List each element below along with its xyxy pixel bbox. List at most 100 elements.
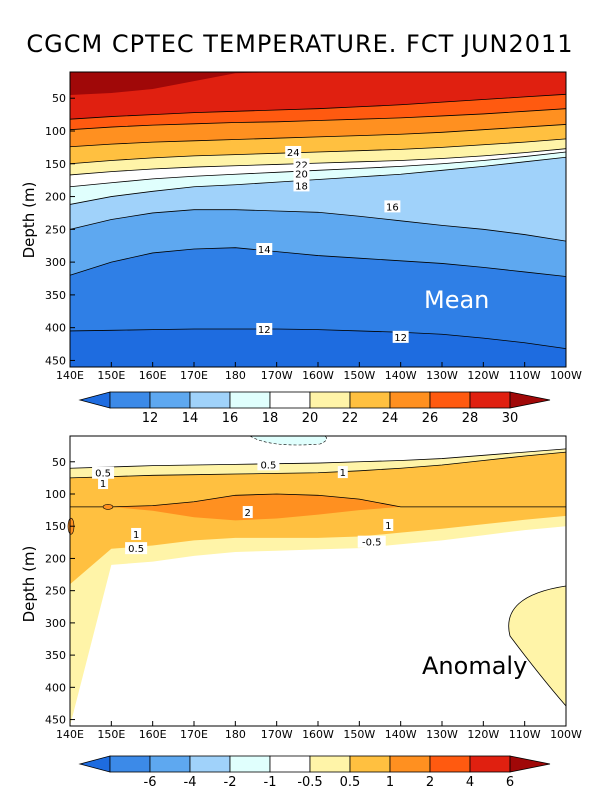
colorbar-swatch — [189, 755, 231, 773]
colorbar-high-arrow — [509, 755, 551, 773]
colorbar-label: 16 — [222, 411, 239, 426]
positive-anomaly-patch — [508, 585, 567, 708]
contour-label: 0.5 — [95, 469, 111, 480]
contour-label-bg — [131, 527, 142, 540]
contour-band-0-3 — [70, 157, 566, 242]
colorbar-label: -1 — [264, 775, 277, 790]
contour-label: 18 — [295, 181, 308, 192]
y-tick-label: 200 — [45, 191, 66, 204]
contour-band-0-10 — [70, 72, 566, 120]
contour-label: 0.5 — [260, 460, 276, 471]
colorbar-swatch — [389, 391, 431, 409]
colorbar-label: 30 — [502, 411, 519, 426]
contour-band-0-4 — [70, 151, 566, 205]
colorbar-label: 22 — [342, 411, 359, 426]
colorbar-label: 6 — [506, 775, 514, 790]
contour-label-bg — [293, 179, 310, 192]
colorbar-swatch — [469, 391, 511, 409]
contour-label-bg — [293, 158, 310, 171]
contour-band-0-8 — [70, 108, 566, 147]
anomaly-panel-note: Anomaly — [422, 652, 527, 680]
x-tick-label: 180 — [225, 369, 246, 382]
contour-label-bg — [285, 145, 302, 158]
y-tick-label: 300 — [45, 617, 66, 630]
colorbar-label: -0.5 — [297, 775, 322, 790]
colorbar-swatch — [469, 755, 511, 773]
x-tick-label: 180 — [225, 728, 246, 741]
colorbar-low-arrow — [78, 755, 111, 773]
contour-line-0-8 — [69, 108, 567, 131]
contour-label: 22 — [295, 160, 308, 171]
y-tick-label: 450 — [45, 354, 66, 367]
contour-band-0-9 — [70, 94, 566, 130]
x-tick-label: 120W — [467, 728, 499, 741]
x-tick-label: 150W — [343, 369, 375, 382]
mean-colorbar: 12 14 16 18 20 22 24 26 28 30 — [78, 391, 551, 426]
contour-label: 24 — [287, 148, 300, 159]
anomaly-ylabel: Depth (m) — [20, 546, 38, 623]
contour-label-bg — [98, 477, 109, 490]
x-tick-label: 110W — [509, 369, 541, 382]
x-tick-label: 100W — [550, 728, 582, 741]
y-tick-label: 400 — [45, 681, 66, 694]
contour-line-0-1 — [69, 247, 567, 277]
contour-band-1-1 — [70, 452, 566, 585]
colorbar-swatch — [229, 391, 271, 409]
contour-band-0-5 — [70, 148, 566, 187]
contour-label-bg — [257, 458, 280, 471]
contour-line-1-1 — [69, 451, 567, 479]
contour-line-0-9 — [69, 93, 567, 120]
anomaly-panel: 140E 150E 160E 170E 180 170W 160W 150W 140W 130W 1… — [20, 435, 582, 741]
contour-band-0-6 — [70, 138, 566, 175]
x-tick-label: 130W — [426, 369, 458, 382]
contour-label-bg — [125, 542, 148, 555]
colorbar-high-arrow — [509, 391, 551, 409]
contour-line-0-6 — [69, 138, 567, 165]
colorbar-label: 0.5 — [340, 775, 361, 790]
contour-label-bg — [256, 322, 273, 335]
colorbar-label: 24 — [382, 411, 399, 426]
colorbar-label: 1 — [386, 775, 394, 790]
mean-ylabel: Depth (m) — [20, 182, 38, 259]
y-tick-label: 150 — [45, 158, 66, 171]
mean-panel: 140E 150E 160E 170E 180 170W 160W 150W 140W 130W 1… — [20, 71, 582, 382]
colorbar-swatch — [429, 755, 471, 773]
x-tick-label: 140W — [385, 728, 417, 741]
colorbar-swatch — [269, 391, 311, 409]
colorbar-swatch — [309, 391, 351, 409]
y-tick-label: 150 — [45, 520, 66, 533]
colorbar-swatch — [229, 755, 271, 773]
contour-label: 1 — [385, 521, 391, 532]
colorbar-swatch — [309, 755, 351, 773]
colorbar-label: 4 — [466, 775, 474, 790]
contour-line-0-5 — [69, 148, 567, 176]
contour-label-bg — [383, 518, 394, 531]
colorbar-label: -2 — [224, 775, 237, 790]
colorbar-label: -6 — [144, 775, 157, 790]
x-tick-label: 150W — [343, 728, 375, 741]
contour-line-0-7 — [69, 124, 567, 148]
contour-line-0-4 — [69, 151, 567, 188]
colorbar-swatch — [349, 755, 391, 773]
y-tick-label: 250 — [45, 585, 66, 598]
colorbar-label: 20 — [302, 411, 319, 426]
colorbar-swatch — [349, 391, 391, 409]
anomaly-colorbar: -6 -4 -2 -1 -0.5 0.5 1 2 4 6 — [78, 755, 551, 790]
contour-label-bg — [357, 535, 386, 548]
contour-label: 12 — [394, 333, 407, 344]
y-tick-label: 450 — [45, 714, 66, 727]
y-tick-label: 400 — [45, 322, 66, 335]
contour-label: 16 — [386, 202, 399, 213]
colorbar-swatch — [189, 391, 231, 409]
contour-band-0-0 — [70, 328, 566, 367]
x-tick-label: 170E — [180, 728, 208, 741]
y-tick-label: 50 — [52, 456, 66, 469]
colorbar-label: 28 — [462, 411, 479, 426]
contour-label: 1 — [100, 479, 106, 490]
x-tick-label: 160W — [302, 728, 334, 741]
x-tick-label: 170W — [261, 728, 293, 741]
colorbar-label: 26 — [422, 411, 439, 426]
x-tick-label: 170E — [180, 369, 208, 382]
contour-label: 20 — [295, 170, 308, 181]
